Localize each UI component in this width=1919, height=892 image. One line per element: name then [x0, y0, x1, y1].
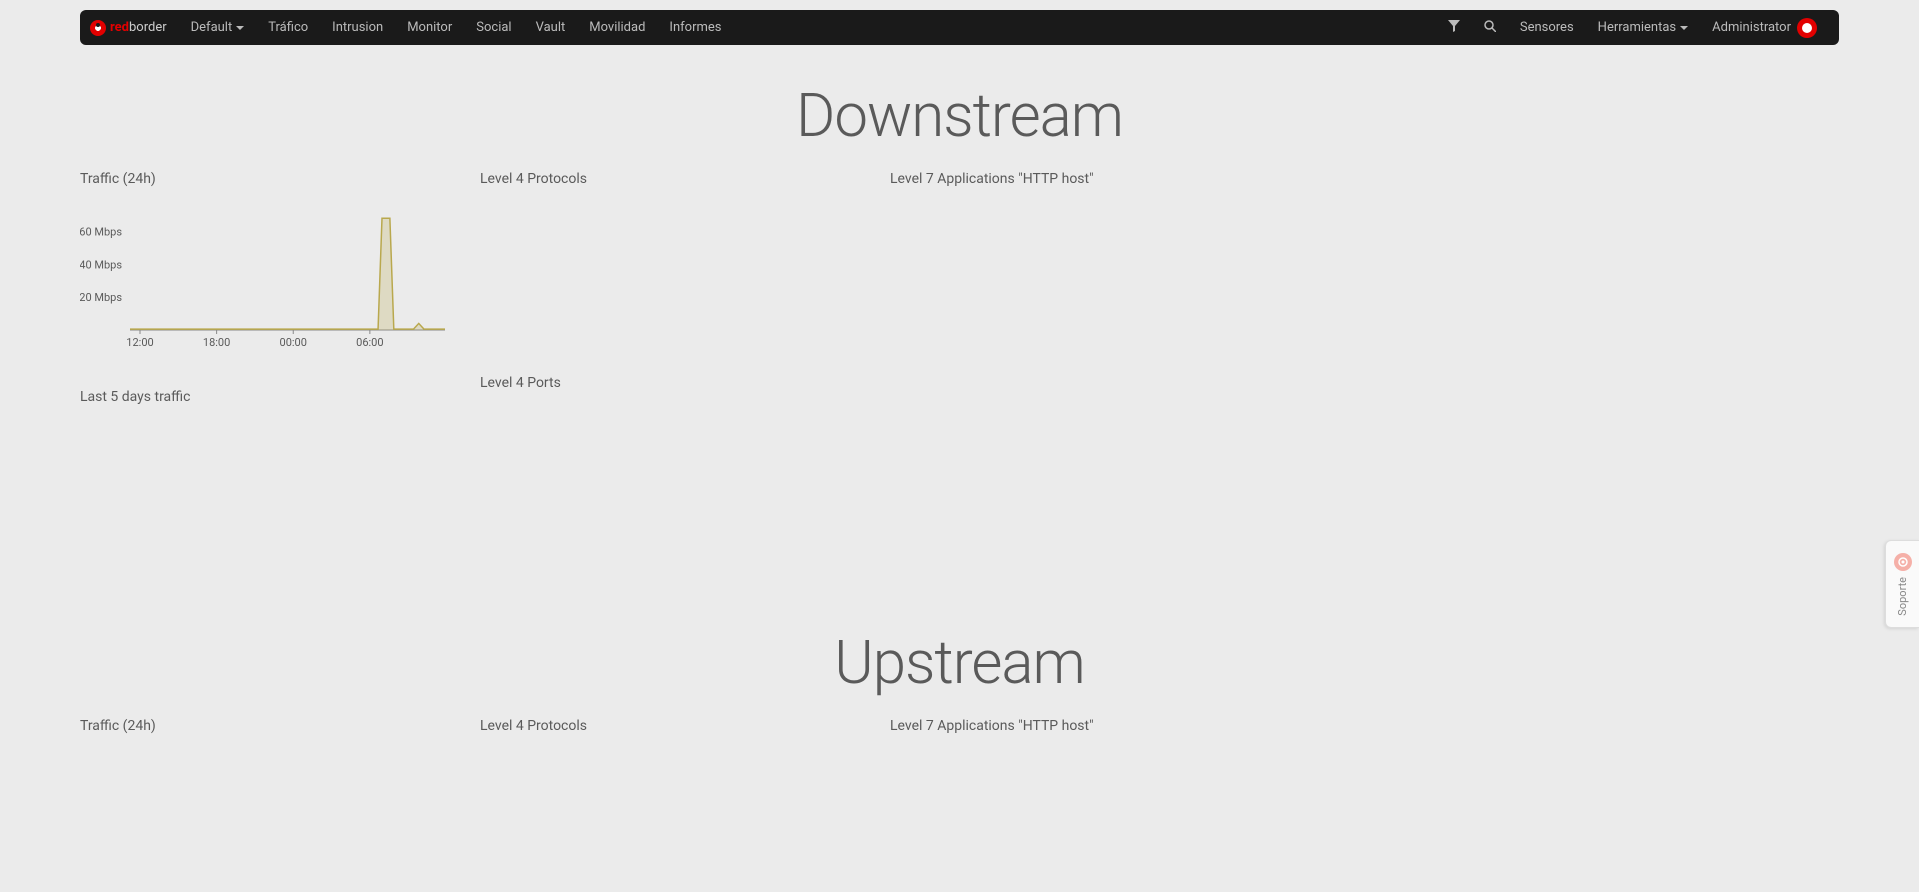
nav-administrator[interactable]: Administrator [1700, 18, 1829, 38]
last5days-chart[interactable] [80, 423, 450, 577]
panel-title-traffic24h: Traffic (24h) [80, 171, 450, 187]
support-tab[interactable]: Soporte [1885, 540, 1919, 628]
avatar [1797, 18, 1817, 38]
navbar: redborder Default Tráfico Intrusion Moni… [80, 10, 1839, 45]
caret-icon [1680, 26, 1688, 30]
section-title-downstream: Downstream [0, 80, 1919, 151]
svg-text:06:00: 06:00 [356, 336, 383, 349]
nav-item-trafico[interactable]: Tráfico [256, 20, 320, 35]
l7apps-donut[interactable] [890, 205, 1260, 575]
svg-text:00:00: 00:00 [280, 336, 307, 349]
logo-icon [90, 20, 106, 36]
nav-sensores[interactable]: Sensores [1508, 20, 1586, 35]
panel-title-up-l4protocols: Level 4 Protocols [480, 718, 860, 734]
svg-text:12:00: 12:00 [126, 336, 153, 349]
nav-item-movilidad[interactable]: Movilidad [577, 20, 657, 35]
nav-item-social[interactable]: Social [464, 20, 523, 35]
logo-text-border: border [129, 20, 167, 35]
panel-title-l4ports: Level 4 Ports [480, 375, 860, 391]
svg-text:60 Mbps: 60 Mbps [80, 225, 122, 238]
nav-default-label: Default [191, 20, 233, 35]
filter-icon[interactable] [1436, 20, 1472, 36]
l4ports-donut[interactable] [480, 409, 620, 549]
svg-text:40 Mbps: 40 Mbps [80, 258, 122, 271]
search-icon[interactable] [1472, 20, 1508, 36]
nav-item-intrusion[interactable]: Intrusion [320, 20, 395, 35]
panel-title-l4protocols: Level 4 Protocols [480, 171, 860, 187]
caret-icon [236, 26, 244, 30]
logo[interactable]: redborder [90, 20, 167, 36]
nav-item-vault[interactable]: Vault [524, 20, 578, 35]
traffic24h-chart[interactable]: 60 Mbps 40 Mbps 20 Mbps 12:00 18:00 00:00 06:0… [80, 205, 450, 359]
svg-text:20 Mbps: 20 Mbps [80, 291, 122, 304]
section-title-upstream: Upstream [0, 627, 1919, 698]
nav-herramientas-dropdown[interactable]: Herramientas [1586, 20, 1700, 35]
support-label: Soporte [1896, 577, 1909, 616]
panel-title-last5days: Last 5 days traffic [80, 389, 450, 405]
panel-title-up-traffic24h: Traffic (24h) [80, 718, 450, 734]
l4protocols-donut[interactable] [480, 205, 620, 345]
support-icon [1894, 553, 1912, 571]
panel-title-up-l7apps: Level 7 Applications "HTTP host" [890, 718, 1839, 734]
svg-text:18:00: 18:00 [203, 336, 230, 349]
panel-title-l7apps: Level 7 Applications "HTTP host" [890, 171, 1839, 187]
logo-text-red: red [110, 20, 129, 35]
nav-item-informes[interactable]: Informes [657, 20, 733, 35]
nav-default-dropdown[interactable]: Default [179, 20, 257, 35]
nav-item-monitor[interactable]: Monitor [395, 20, 464, 35]
